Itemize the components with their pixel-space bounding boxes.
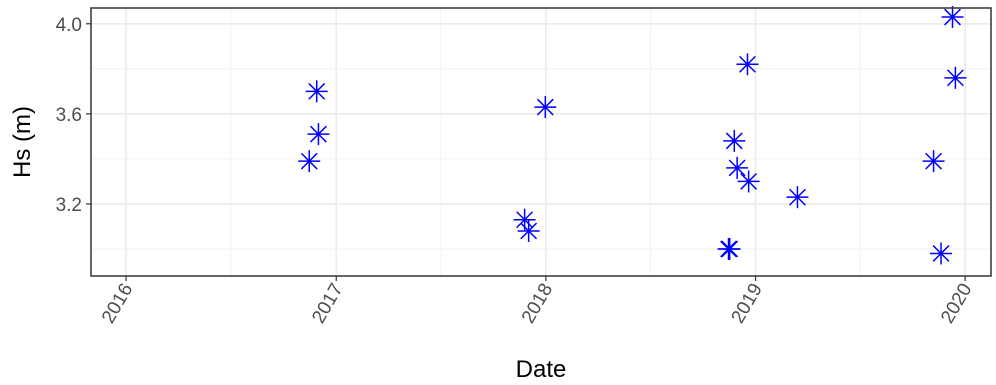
data-point bbox=[534, 96, 557, 119]
data-point bbox=[305, 80, 328, 103]
marker-stroke bbox=[536, 98, 554, 116]
marker-stroke bbox=[725, 132, 743, 150]
y-tick-label: 4.0 bbox=[56, 15, 82, 36]
x-tick-label: 2017 bbox=[308, 280, 347, 327]
data-point bbox=[736, 53, 759, 76]
data-point bbox=[718, 237, 741, 260]
points bbox=[298, 6, 967, 265]
marker-stroke bbox=[520, 222, 538, 240]
data-point bbox=[517, 219, 540, 242]
marker-stroke bbox=[728, 159, 746, 177]
x-tick-label: 2020 bbox=[937, 280, 976, 327]
marker-stroke bbox=[721, 240, 739, 258]
x-axis-title: Date bbox=[516, 356, 567, 383]
x-axis: 2016 2017 2018 2019 2020 bbox=[98, 276, 976, 327]
marker-stroke bbox=[740, 172, 758, 190]
marker-stroke bbox=[925, 152, 943, 170]
data-point bbox=[298, 150, 321, 173]
plot-border bbox=[90, 7, 992, 277]
x-tick-label: 2019 bbox=[728, 280, 767, 327]
data-point bbox=[726, 156, 749, 179]
data-point bbox=[737, 170, 760, 193]
data-point bbox=[930, 242, 953, 265]
marker-stroke bbox=[308, 82, 326, 100]
data-point bbox=[944, 66, 967, 89]
marker-stroke bbox=[944, 8, 961, 26]
data-point bbox=[723, 129, 746, 152]
marker-stroke bbox=[300, 152, 318, 170]
marker-stroke bbox=[309, 125, 327, 143]
grid bbox=[91, 8, 991, 276]
plot-panel bbox=[91, 8, 991, 276]
marker-stroke bbox=[739, 55, 756, 73]
data-point bbox=[307, 123, 330, 146]
y-tick-label: 3.6 bbox=[56, 105, 82, 126]
data-point bbox=[786, 186, 809, 209]
x-tick-label: 2018 bbox=[518, 280, 557, 327]
data-point bbox=[922, 150, 945, 173]
marker-stroke bbox=[516, 211, 534, 229]
y-tick-label: 3.2 bbox=[56, 195, 82, 216]
data-point bbox=[941, 6, 964, 29]
y-axis-title: Hs (m) bbox=[9, 106, 36, 178]
marker-stroke bbox=[788, 188, 806, 206]
x-tick-label: 2016 bbox=[98, 280, 137, 327]
y-axis: 3.2 3.6 4.0 bbox=[56, 15, 91, 216]
marker-stroke bbox=[946, 69, 964, 87]
marker-stroke bbox=[932, 245, 950, 262]
